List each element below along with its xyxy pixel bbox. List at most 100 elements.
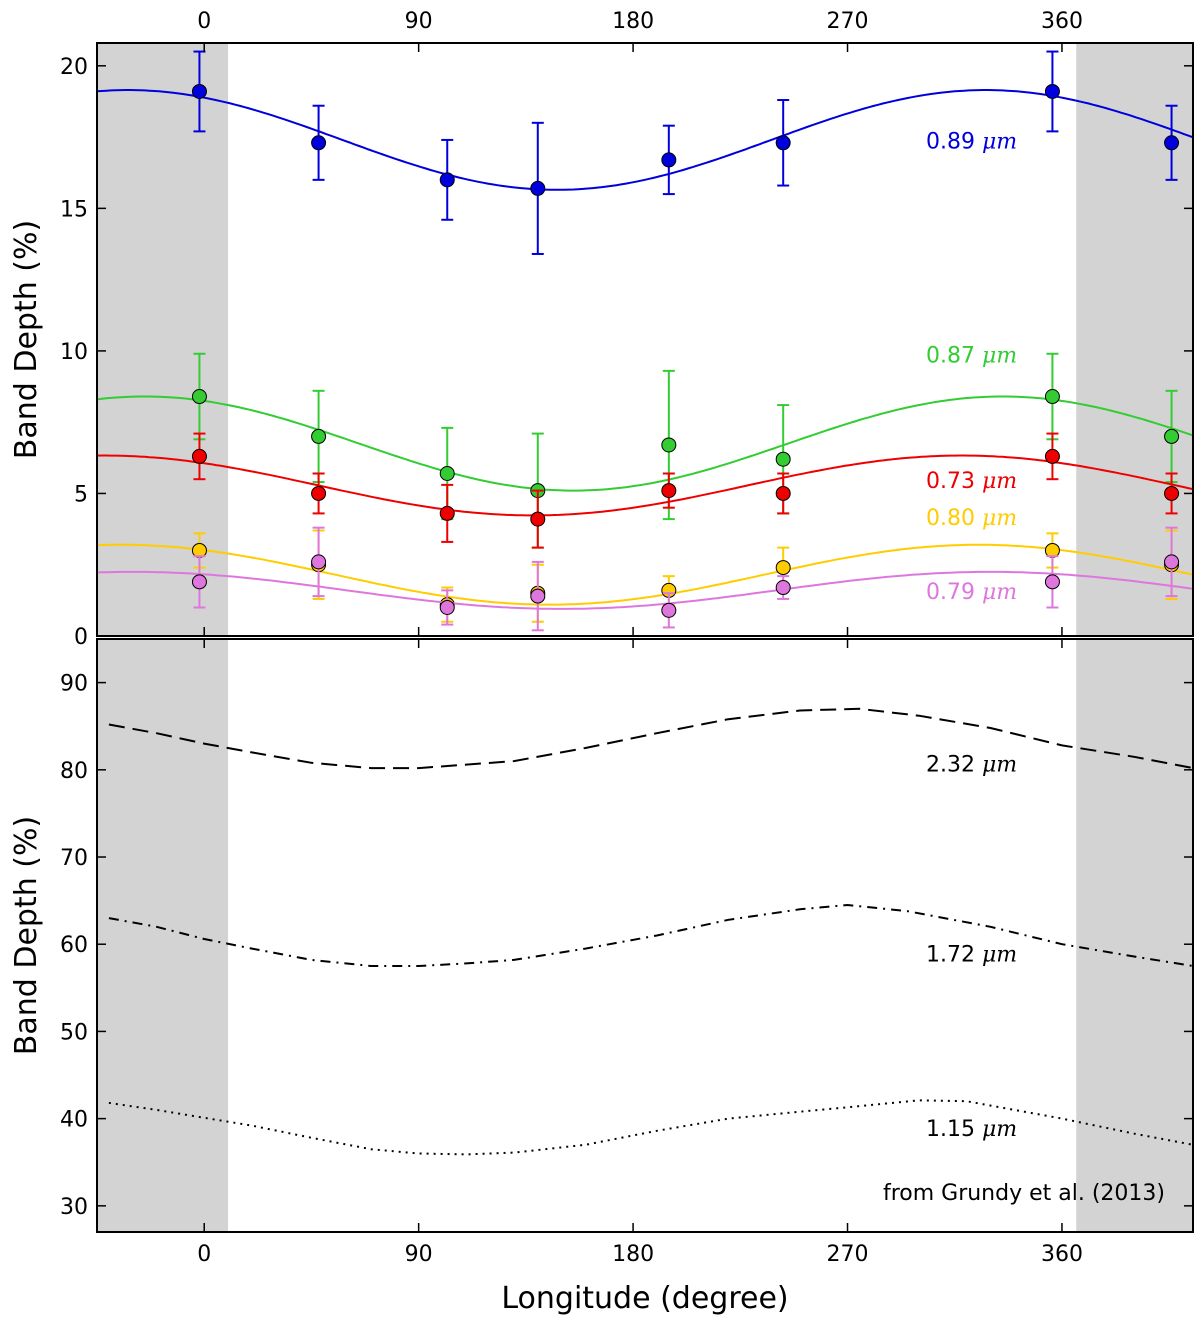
axes-frame [96,638,1194,1233]
shaded-region [1076,639,1193,1232]
data-point [530,180,546,196]
data-point [1044,83,1060,99]
data-point [1164,485,1180,501]
series-line [108,1099,1193,1156]
data-point [439,599,455,615]
series-label: 0.80 μm [926,506,1017,531]
series-label-unit: μm [982,943,1017,968]
x-axis-title: Longitude (degree) [501,1281,788,1316]
series-label-value: 2.32 [926,753,982,778]
data-point [775,580,791,596]
series-label-unit: μm [982,1117,1017,1142]
x-tick-label: 0 [197,1242,211,1267]
top-x-tick-label: 270 [827,9,869,34]
series-label: 1.72 μm [926,943,1017,968]
series-label-value: 0.80 [926,506,982,531]
data-point [775,135,791,151]
series-label-unit: μm [982,506,1017,531]
data-point [661,602,677,618]
fit-curve [97,454,1193,517]
data-point [775,451,791,467]
series-group [97,50,1193,255]
series-label: 0.89 μm [926,129,1017,154]
x-tick-label: 270 [827,1242,869,1267]
series-label: 1.15 μm [926,1117,1017,1142]
series-label: 2.32 μm [926,753,1017,778]
series-label-unit: μm [982,129,1017,154]
fit-curve [97,89,1193,191]
data-point [1164,428,1180,444]
data-point [311,554,327,570]
series-group [97,529,1193,623]
series-line [108,707,1193,770]
data-point [311,135,327,151]
y-axis-title: Band Depth (%) [9,220,44,459]
data-point [439,465,455,481]
y-tick-label: 40 [60,1108,88,1133]
series-label-value: 0.79 [926,580,982,605]
data-point [311,485,327,501]
fit-curve [97,570,1193,610]
series-label-unit: μm [982,469,1017,494]
data-point [191,83,207,99]
series-group [97,526,1193,632]
data-point [1044,389,1060,405]
series-label-value: 0.73 [926,469,982,494]
data-point [530,588,546,604]
series-label: 0.73 μm [926,469,1017,494]
data-point [530,511,546,527]
plot-area [108,707,1193,1156]
series-line [108,903,1193,967]
data-point [1044,574,1060,590]
x-tick-label: 90 [405,1242,433,1267]
series-label-value: 1.15 [926,1117,982,1142]
fit-curve [97,543,1193,606]
shaded-region [97,639,229,1232]
y-tick-label: 20 [60,55,88,80]
data-point [661,437,677,453]
data-point [191,389,207,405]
series-label-unit: μm [982,753,1017,778]
axes-frame [96,42,1194,637]
top-x-tick-label: 0 [197,9,211,34]
y-axis-title: Band Depth (%) [9,816,44,1055]
series-label-value: 1.72 [926,943,982,968]
x-tick-label: 360 [1041,1242,1083,1267]
plot-area [97,50,1193,632]
y-tick-label: 80 [60,759,88,784]
series-label: 0.87 μm [926,343,1017,368]
y-tick-label: 0 [74,625,88,650]
y-tick-label: 10 [60,340,88,365]
fit-curve [97,395,1193,492]
series-label-unit: μm [982,343,1017,368]
data-point [775,485,791,501]
data-point [439,505,455,521]
top-panel: 0.89 μm0.87 μm0.73 μm0.80 μm0.79 μm0 90 18… [9,9,1194,650]
data-point [191,574,207,590]
y-tick-label: 15 [60,197,88,222]
top-x-tick-label: 180 [612,9,654,34]
data-point [439,172,455,188]
bottom-panel: 2.32 μm1.72 μm1.15 μm0 90 180 270 360Longitu… [9,638,1194,1316]
y-tick-label: 50 [60,1020,88,1045]
series-label: 0.79 μm [926,580,1017,605]
y-tick-label: 5 [74,482,88,507]
series-group [97,352,1193,549]
series-label-value: 0.89 [926,129,982,154]
series-label-value: 0.87 [926,343,982,368]
data-point [1164,554,1180,570]
data-point [661,152,677,168]
data-point [311,428,327,444]
series-label-unit: μm [982,580,1017,605]
y-tick-label: 60 [60,933,88,958]
top-x-tick-label: 90 [405,9,433,34]
source-annotation: from Grundy et al. (2013) [883,1181,1165,1206]
y-tick-label: 70 [60,846,88,871]
x-tick-label: 180 [612,1242,654,1267]
data-point [1044,448,1060,464]
data-point [775,560,791,576]
y-tick-label: 30 [60,1195,88,1220]
top-x-tick-label: 360 [1041,9,1083,34]
y-tick-label: 90 [60,672,88,697]
